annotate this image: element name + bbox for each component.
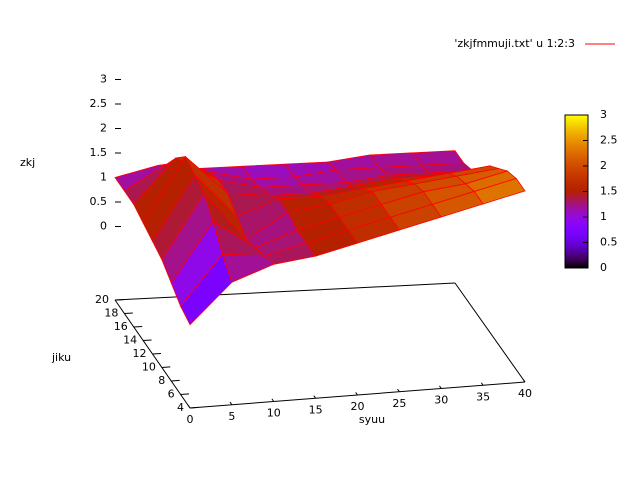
x-axis-label: syuu — [359, 413, 385, 426]
x-tick — [229, 401, 233, 406]
y-tick-label: 8 — [158, 374, 165, 387]
x-tick — [355, 392, 358, 396]
x-tick — [480, 382, 484, 386]
x-tick-label: 5 — [228, 410, 235, 423]
axis-line — [114, 282, 456, 301]
y-tick-label: 6 — [168, 388, 175, 401]
x-tick-label: 15 — [309, 403, 323, 416]
z-tick-label: 0.5 — [90, 195, 108, 208]
surface-cell — [222, 253, 275, 283]
x-tick — [313, 395, 317, 399]
x-tick — [187, 405, 191, 409]
y-tick — [143, 339, 152, 341]
y-tick-label: 12 — [133, 347, 147, 360]
y-tick — [180, 393, 190, 395]
x-tick-label: 35 — [476, 390, 490, 403]
y-tick-label: 18 — [104, 307, 118, 320]
y-axis-label: jiku — [51, 351, 71, 364]
y-tick-label: 14 — [123, 334, 137, 347]
y-tick-label: 4 — [177, 401, 184, 414]
colorbar-tick-label: 0.5 — [600, 236, 618, 249]
surface — [114, 150, 526, 326]
z-tick-label: 2.5 — [90, 97, 108, 110]
x-tick — [439, 385, 442, 389]
x-tick — [522, 379, 526, 383]
y-tick-label: 16 — [114, 320, 128, 333]
x-tick — [397, 388, 400, 393]
y-tick — [161, 366, 171, 368]
legend-label: 'zkjfmmuji.txt' u 1:2:3 — [454, 37, 575, 50]
y-tick — [171, 379, 180, 382]
z-tick-label: 3 — [100, 73, 107, 86]
y-tick — [152, 352, 161, 355]
y-tick-label: 10 — [142, 361, 156, 374]
axis-line — [454, 282, 526, 383]
z-tick-label: 1.5 — [90, 146, 108, 159]
x-tick-label: 10 — [267, 407, 281, 420]
y-tick — [189, 406, 199, 409]
colorbar-tick-label: 2 — [600, 159, 607, 172]
surface-cell — [473, 178, 526, 205]
y-tick-label: 20 — [95, 293, 109, 306]
z-tick-label: 1 — [100, 171, 107, 184]
colorbar-tick-label: 1.5 — [600, 185, 618, 198]
colorbar-tick-label: 2.5 — [600, 134, 618, 147]
colorbar-tick-label: 0 — [600, 261, 607, 274]
x-tick-label: 20 — [351, 400, 365, 413]
x-tick — [271, 398, 275, 402]
x-tick-label: 0 — [187, 413, 194, 426]
z-axis-label: zkj — [20, 156, 35, 169]
colorbar-tick-label: 3 — [600, 108, 607, 121]
z-tick-label: 0 — [100, 220, 107, 233]
x-tick-label: 30 — [434, 394, 448, 407]
colorbar-tick-label: 1 — [600, 210, 607, 223]
x-tick-label: 25 — [392, 397, 406, 410]
x-tick-label: 40 — [518, 387, 532, 400]
z-tick-label: 2 — [100, 122, 107, 135]
